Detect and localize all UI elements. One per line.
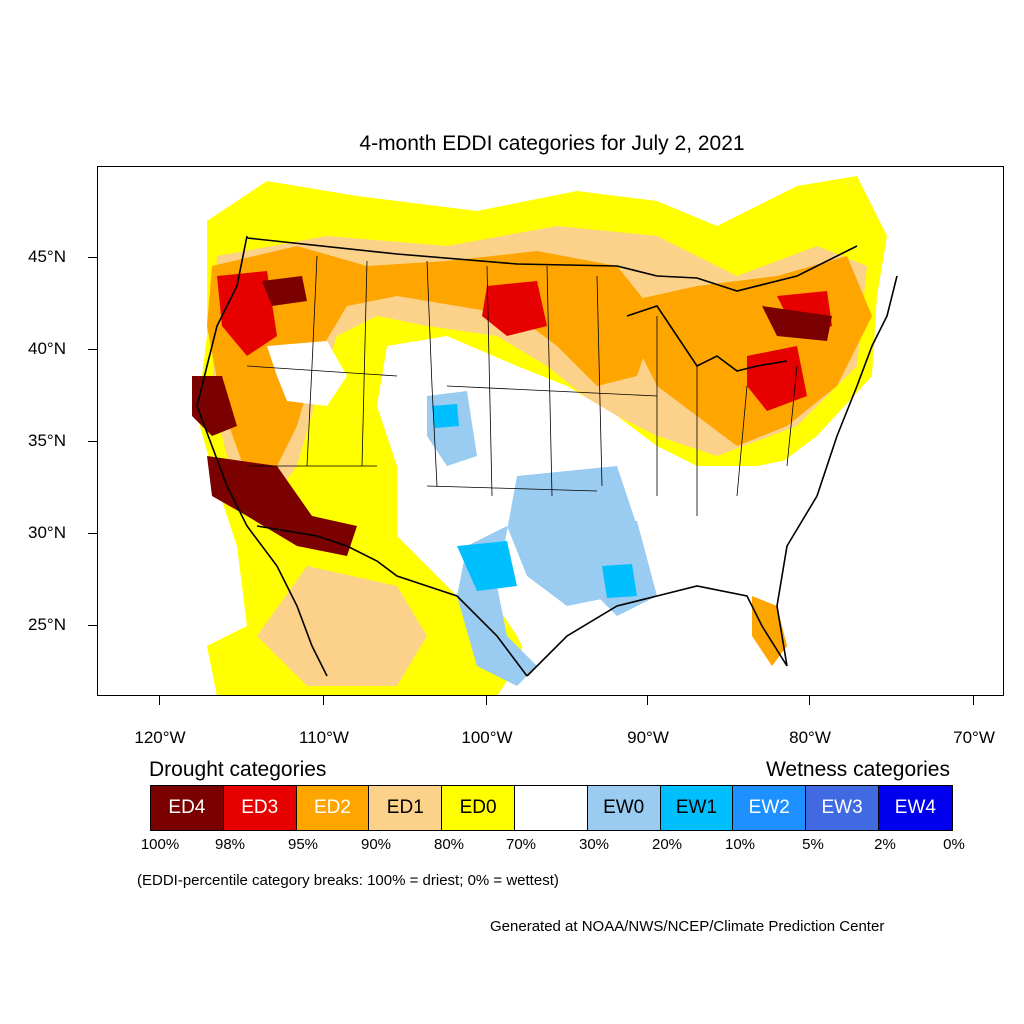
legend-cell-ed4: ED4 — [151, 786, 224, 830]
category-legend: ED4 ED3 ED2 ED1 ED0 EW0 EW1 EW2 EW3 EW4 — [150, 785, 953, 831]
legend-cell-ed3: ED3 — [223, 786, 297, 830]
legend-cell-ed1: ED1 — [369, 786, 443, 830]
legend-cell-normal — [514, 786, 588, 830]
percentile-label: 80% — [433, 836, 465, 853]
legend-cell-ew0: EW0 — [587, 786, 661, 830]
ew0-region-south — [457, 466, 637, 686]
wetness-categories-heading: Wetness categories — [765, 758, 950, 781]
map-title: 4-month EDDI categories for July 2, 2021 — [359, 132, 745, 155]
eddi-map[interactable] — [97, 166, 1004, 696]
ed3-region-dakotas — [482, 281, 547, 336]
legend-cell-ed0: ED0 — [442, 786, 515, 830]
lat-tick — [88, 441, 97, 442]
us-mexico-border — [256, 525, 528, 677]
legend-cell-ew2: EW2 — [733, 786, 807, 830]
percentile-label: 70% — [505, 836, 537, 853]
lon-label: 110°W — [299, 728, 349, 747]
ed3-region — [217, 271, 277, 356]
coastline-west — [196, 235, 328, 677]
lon-tick — [973, 696, 974, 705]
percentile-label: 98% — [214, 836, 246, 853]
lat-label: 40°N — [28, 339, 66, 358]
ed1-region-mexico — [257, 566, 427, 686]
legend-cell-ed2: ED2 — [296, 786, 370, 830]
ed3-region-pa — [747, 346, 807, 411]
ew1-region-la — [602, 564, 637, 598]
lon-tick — [809, 696, 810, 705]
percentile-label: 100% — [140, 836, 180, 853]
percentile-label: 90% — [360, 836, 392, 853]
lon-tick — [159, 696, 160, 705]
lon-tick — [647, 696, 648, 705]
coastline-east — [776, 275, 898, 667]
great-lakes — [626, 305, 788, 372]
ed4-region-ne — [762, 306, 832, 341]
ed4-region-sw — [207, 456, 357, 556]
us-canada-border — [246, 237, 858, 292]
lon-label: 70°W — [953, 728, 995, 747]
percentile-label: 30% — [578, 836, 610, 853]
lon-tick — [323, 696, 324, 705]
near-normal-region-nm — [267, 341, 347, 406]
lat-label: 30°N — [28, 523, 66, 542]
lat-tick — [88, 349, 97, 350]
legend-cell-ew3: EW3 — [806, 786, 879, 830]
lon-label: 120°W — [134, 728, 186, 747]
lon-tick — [486, 696, 487, 705]
drought-categories-heading: Drought categories — [149, 758, 327, 781]
coastline-gulf — [526, 585, 788, 677]
lat-label: 35°N — [28, 431, 66, 450]
lat-tick — [88, 625, 97, 626]
lat-tick — [88, 257, 97, 258]
source-credit: Generated at NOAA/NWS/NCEP/Climate Predi… — [490, 918, 885, 935]
lon-label: 90°W — [627, 728, 669, 747]
legend-cell-ew1: EW1 — [660, 786, 734, 830]
ew1-region-ks — [432, 404, 459, 428]
category-breaks-note: (EDDI-percentile category breaks: 100% =… — [137, 872, 559, 889]
percentile-label: 95% — [287, 836, 319, 853]
percentile-label: 20% — [651, 836, 683, 853]
percentile-label: 10% — [724, 836, 756, 853]
percentile-label: 0% — [943, 836, 965, 853]
ed4-region-nw — [262, 276, 307, 306]
lat-label: 45°N — [28, 247, 66, 266]
lat-tick — [88, 533, 97, 534]
legend-cell-ew4: EW4 — [878, 786, 952, 830]
lon-label: 100°W — [461, 728, 513, 747]
percentile-label: 5% — [802, 836, 824, 853]
ew1-region-tx — [457, 541, 517, 591]
lat-label: 25°N — [28, 615, 66, 634]
ed2-region — [207, 246, 657, 476]
percentile-label: 2% — [874, 836, 896, 853]
lon-label: 80°W — [789, 728, 831, 747]
state-lines — [246, 255, 798, 516]
